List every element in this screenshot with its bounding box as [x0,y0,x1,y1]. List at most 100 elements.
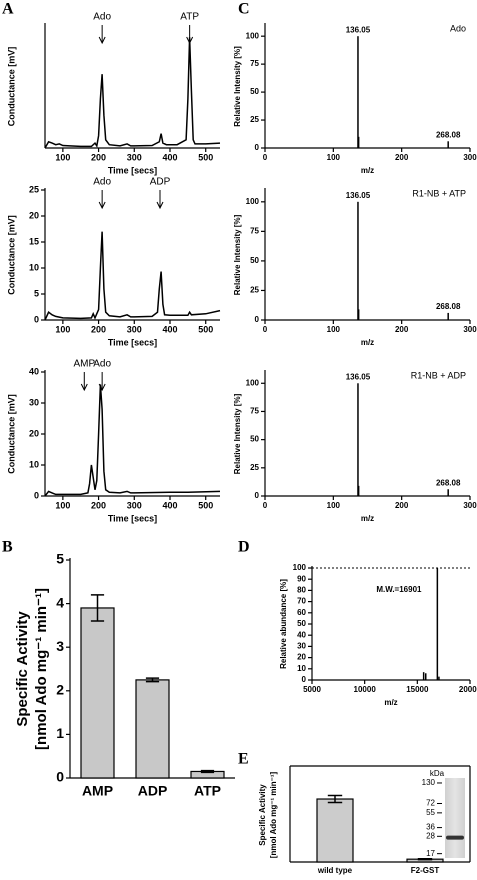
x-tick-label: 0 [263,325,268,334]
x-tick-label: 200 [395,153,409,162]
x-tick-label: 500 [198,324,213,334]
x-tick-label: 200 [91,324,106,334]
y-tick-label: 4 [56,594,64,610]
annotation: M.W.=16901 [376,585,422,594]
y-axis-label: Relative Intensity [%] [233,46,242,127]
x-tick-label: 100 [55,324,70,334]
x-tick-label: 200 [91,152,106,162]
y-axis-label: Specific Activity [14,611,31,727]
peak-label: 136.05 [346,25,371,34]
peak-annotation: Ado [93,177,111,188]
y-tick-label: 50 [250,435,259,444]
x-tick-label: 500 [198,152,213,162]
y-tick-label: 3 [56,638,64,654]
y-axis-label: Conductance [mV] [6,47,16,127]
y-tick-label: 30 [29,397,39,407]
x-axis-label: Time [secs] [108,165,157,175]
y-axis-label: Specific Activity [258,784,267,846]
gel-marker-label: 28 [426,831,435,840]
y-tick-label: 90 [297,574,306,583]
gel-marker-label: 17 [426,849,435,858]
x-tick-label: 100 [327,325,341,334]
x-tick-label: ADP [138,783,168,799]
error-bar [200,769,215,774]
y-tick-label: 0 [255,143,260,152]
peak-label: 268.08 [436,130,461,139]
arrow-head [156,201,164,210]
x-tick-label: 15000 [406,685,429,694]
x-axis-label: m/z [361,166,374,175]
arrow-head [98,36,106,45]
x-tick-label: 200 [395,325,409,334]
x-tick-label: 100 [55,500,70,510]
y-tick-label: 0 [34,314,39,324]
y-tick-label: 25 [250,115,259,124]
y-tick-label: 75 [250,407,259,416]
panel-label: C [238,1,250,18]
x-tick-label: 300 [463,325,477,334]
y-tick-label: 0 [56,769,64,785]
x-tick-label: 100 [327,153,341,162]
x-tick-label: 500 [198,500,213,510]
bar [316,798,354,863]
y-tick-label: 10 [297,664,306,673]
y-tick-label: 100 [293,563,307,572]
peak-annotation: ADP [150,177,171,188]
spectrum-note: R1-NB + ATP [412,188,466,198]
y-tick-label: 75 [250,59,259,68]
y-tick-label: 20 [297,653,306,662]
x-tick-label: 0 [263,153,268,162]
x-tick-label: 300 [127,500,142,510]
y-tick-label: 100 [246,31,260,40]
y-axis-label: [nmol Ado mg⁻¹ min⁻¹] [269,771,278,858]
panel-label: E [238,751,249,768]
y-axis-label: [nmol Ado mg⁻¹ min⁻¹] [33,588,50,750]
y-tick-label: 100 [246,378,260,387]
chromatogram-line [44,37,221,149]
y-tick-label: 2 [56,682,64,698]
y-tick-label: 75 [250,226,259,235]
y-tick-label: 40 [29,366,39,376]
error-bar [327,794,343,804]
y-tick-label: 25 [250,286,259,295]
y-tick-label: 10 [29,262,39,272]
spectrum-note: R1-NB + ADP [411,370,466,380]
y-tick-label: 25 [250,463,259,472]
peak-label: 268.08 [436,302,461,311]
x-tick-label: 200 [91,500,106,510]
y-tick-label: 5 [34,288,39,298]
y-axis-label: Relative Intensity [%] [233,214,242,295]
x-axis-label: m/z [384,698,397,707]
x-tick-label: 200 [395,501,409,510]
peak-annotation: ATP [180,12,199,23]
gel-marker-label: 36 [426,823,435,832]
peak-annotation: Ado [93,359,111,370]
y-tick-label: 25 [29,184,39,194]
gel-marker-label: 130 [422,778,436,787]
gel-lane [445,778,465,858]
y-tick-label: 20 [29,428,39,438]
y-tick-label: 60 [297,608,306,617]
x-axis-label: Time [secs] [108,513,157,523]
y-tick-label: 40 [297,630,306,639]
y-tick-label: 30 [297,642,306,651]
y-axis-label: Relative Intensity [%] [233,393,242,474]
y-tick-label: 0 [302,675,307,684]
y-tick-label: 100 [246,197,260,206]
x-axis-label: m/z [361,514,374,523]
peak-label: 268.08 [436,478,461,487]
x-tick-label: 300 [127,152,142,162]
gel-marker-label: 55 [426,808,435,817]
y-tick-label: 70 [297,597,306,606]
arrow-head [80,383,88,392]
gel-marker-label: 72 [426,799,435,808]
chromatogram-line [44,384,221,497]
error-bar [90,594,105,622]
x-tick-label: 20000 [459,685,477,694]
x-tick-label: 5000 [303,685,321,694]
x-tick-label: 300 [463,501,477,510]
x-tick-label: 300 [127,324,142,334]
bar [135,679,170,779]
panel-label: B [2,539,13,556]
x-tick-label: AMP [82,783,113,799]
